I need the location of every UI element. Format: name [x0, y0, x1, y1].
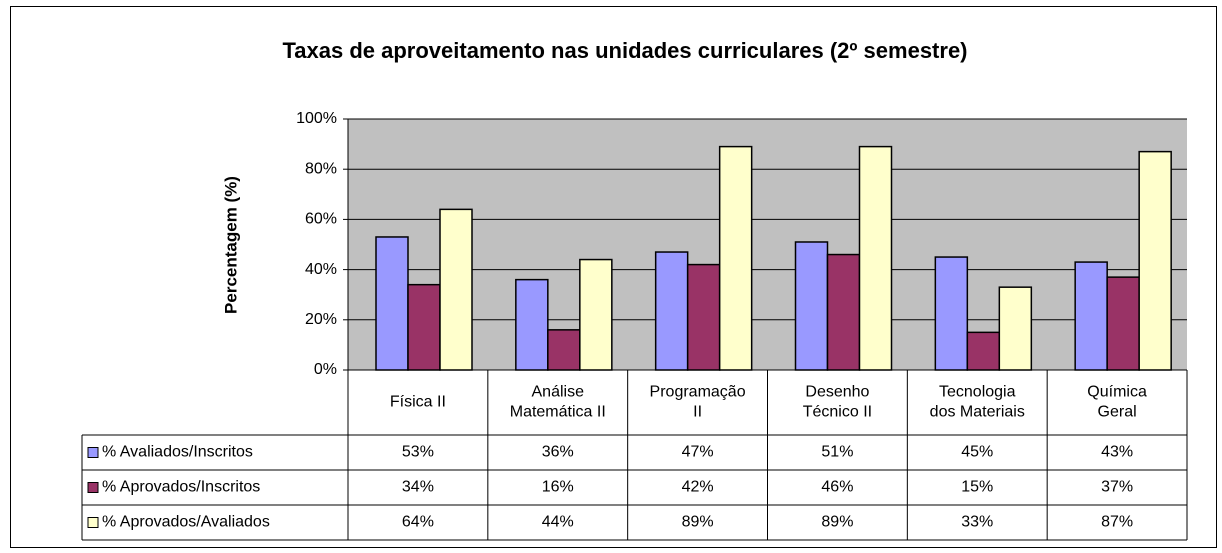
bar	[826, 253, 861, 371]
table-value: 89%	[821, 514, 853, 531]
bar	[1138, 150, 1172, 371]
legend-key	[87, 482, 99, 493]
bar	[858, 145, 893, 371]
y-tick-label: 20%	[305, 311, 337, 328]
table-value: 87%	[1101, 514, 1133, 531]
bar	[407, 283, 441, 371]
table-value: 33%	[961, 514, 993, 531]
legend-label: % Aprovados/Avaliados	[102, 514, 270, 531]
bar	[1074, 261, 1108, 371]
x-tick-label: Desenho	[805, 384, 869, 401]
table-value: 44%	[542, 514, 574, 531]
table-value: 45%	[961, 444, 993, 461]
table-value: 53%	[402, 444, 434, 461]
x-tick-label: Tecnologia	[939, 384, 1016, 401]
table-value: 89%	[682, 514, 714, 531]
table-value: 34%	[402, 479, 434, 496]
bar	[718, 145, 753, 371]
legend-key	[87, 447, 99, 458]
bar	[934, 256, 969, 371]
bar	[686, 263, 721, 371]
y-tick-label: 0%	[314, 361, 337, 378]
table-value: 51%	[821, 444, 853, 461]
bar	[547, 329, 581, 371]
bar	[1106, 276, 1140, 371]
table-value: 15%	[961, 479, 993, 496]
x-tick-label: Programação	[650, 384, 746, 401]
table-value: 37%	[1101, 479, 1133, 496]
bar	[654, 251, 689, 371]
x-tick-label: dos Materiais	[930, 404, 1025, 421]
y-axis-label: Percentagem (%)	[221, 176, 240, 314]
table-value: 46%	[821, 479, 853, 496]
bar	[439, 208, 473, 371]
x-tick-label: Técnico II	[803, 404, 872, 421]
table-value: 42%	[682, 479, 714, 496]
legend-label: % Aprovados/Inscritos	[102, 479, 260, 496]
table-value: 64%	[402, 514, 434, 531]
table-value: 43%	[1101, 444, 1133, 461]
table-value: 36%	[542, 444, 574, 461]
x-tick-label: Matemática II	[510, 404, 606, 421]
y-tick-label: 80%	[305, 160, 337, 177]
bar	[998, 286, 1033, 371]
chart-title: Taxas de aproveitamento nas unidades cur…	[282, 38, 967, 63]
x-tick-label: Física II	[390, 394, 446, 411]
legend-label: % Avaliados/Inscritos	[102, 444, 253, 461]
y-tick-label: 40%	[305, 261, 337, 278]
bar	[966, 331, 1001, 371]
bar	[375, 236, 409, 371]
table-value: 47%	[682, 444, 714, 461]
bar	[579, 258, 613, 371]
table-value: 16%	[542, 479, 574, 496]
x-tick-label: Análise	[532, 384, 585, 401]
y-tick-label: 60%	[305, 211, 337, 228]
legend-key	[87, 517, 99, 528]
bar	[794, 241, 829, 371]
x-tick-label: Geral	[1098, 404, 1137, 421]
x-tick-label: Química	[1087, 384, 1147, 401]
bar	[515, 278, 549, 371]
x-tick-label: II	[693, 404, 702, 421]
plot-area	[348, 119, 1187, 370]
y-tick-label: 100%	[296, 110, 337, 127]
